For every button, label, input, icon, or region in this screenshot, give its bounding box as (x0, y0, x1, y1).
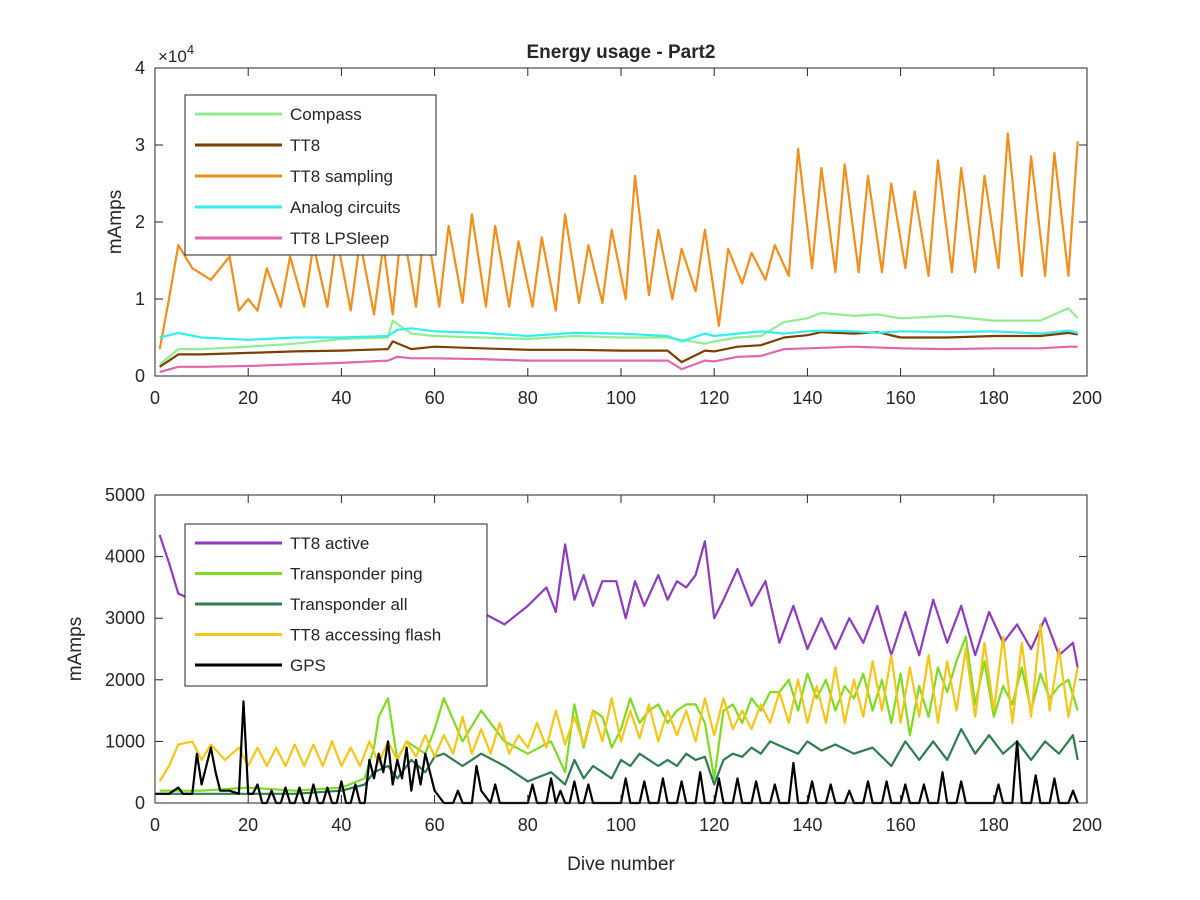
bottom-x-tick-label: 40 (331, 815, 351, 835)
top-y-tick-label: 1 (135, 289, 145, 309)
bottom-y-axis-label: mAmps (65, 617, 86, 681)
bottom-x-tick-label: 0 (150, 815, 160, 835)
top-x-tick-label: 100 (606, 388, 636, 408)
top-ticks-layer: 0 20 40 60 80 100 120 140 160 180 200 0 1 2 3 4 (135, 58, 1102, 408)
top-x-tick-label: 140 (792, 388, 822, 408)
top-legend-label-4: TT8 LPSleep (290, 229, 389, 248)
top-x-tick-label: 80 (518, 388, 538, 408)
top-legend-label-2: TT8 sampling (290, 167, 393, 186)
bottom-legend-label-3: TT8 accessing flash (290, 626, 441, 645)
bottom-x-tick-label: 200 (1072, 815, 1102, 835)
bottom-y-tick-label: 5000 (105, 485, 145, 505)
top-x-tick-label: 200 (1072, 388, 1102, 408)
bottom-y-tick-label: 0 (135, 793, 145, 813)
top-x-tick-label: 0 (150, 388, 160, 408)
top-x-tick-label: 120 (699, 388, 729, 408)
x-axis-label: Dive number (567, 854, 675, 875)
bottom-x-tick-label: 140 (792, 815, 822, 835)
bottom-legend-label-0: TT8 active (290, 534, 369, 553)
top-series-line-3 (159, 327, 1078, 343)
chart-title: Energy usage - Part2 (526, 42, 715, 63)
bottom-x-tick-label: 60 (425, 815, 445, 835)
top-y-tick-label: 2 (135, 212, 145, 232)
top-x-tick-label: 20 (238, 388, 258, 408)
top-x-tick-label: 180 (979, 388, 1009, 408)
bottom-y-tick-label: 3000 (105, 608, 145, 628)
bottom-legend: TT8 active Transponder ping Transponder al… (184, 523, 488, 687)
top-y-tick-label: 3 (135, 135, 145, 155)
bottom-y-tick-label: 4000 (105, 547, 145, 567)
top-x-tick-label: 40 (331, 388, 351, 408)
top-legend-label-1: TT8 (290, 136, 320, 155)
top-legend-label-3: Analog circuits (290, 198, 401, 217)
bottom-series-line-3 (158, 623, 1079, 782)
bottom-series-line-2 (159, 727, 1079, 795)
bottom-ticks-layer: 0 20 40 60 80 100 120 140 160 180 2000100020003000… (105, 485, 1102, 835)
top-legend-label-0: Compass (290, 105, 362, 124)
top-y-tick-label: 0 (135, 366, 145, 386)
bottom-y-tick-label: 1000 (105, 731, 145, 751)
bottom-x-tick-label: 100 (606, 815, 636, 835)
bottom-x-tick-label: 160 (886, 815, 916, 835)
bottom-legend-label-1: Transponder ping (290, 565, 423, 584)
exponent-label: ×104 (158, 42, 194, 66)
top-series-line-1 (159, 331, 1078, 368)
top-axes: 0 20 40 60 80 100 120 140 160 180 200 0 1 2 3 4 Energy … (105, 42, 1102, 408)
top-series-line-4 (159, 345, 1078, 374)
exponent-power: 4 (187, 42, 194, 57)
bottom-legend-label-2: Transponder all (290, 595, 408, 614)
top-y-axis-label: mAmps (105, 190, 126, 254)
top-legend: Compass TT8 TT8 sampling Analog circuits TT8… (184, 94, 437, 256)
top-y-tick-label: 4 (135, 58, 145, 78)
bottom-x-tick-label: 80 (518, 815, 538, 835)
bottom-x-tick-label: 20 (238, 815, 258, 835)
top-x-tick-label: 160 (886, 388, 916, 408)
bottom-x-tick-label: 180 (979, 815, 1009, 835)
bottom-series-line-1 (159, 635, 1079, 792)
bottom-axes: 0 20 40 60 80 100 120 140 160 180 2000100020003000… (65, 485, 1102, 875)
top-x-tick-label: 60 (425, 388, 445, 408)
bottom-x-tick-label: 120 (699, 815, 729, 835)
bottom-y-tick-label: 2000 (105, 670, 145, 690)
bottom-legend-label-4: GPS (290, 656, 326, 675)
exponent-base: ×10 (158, 47, 187, 66)
